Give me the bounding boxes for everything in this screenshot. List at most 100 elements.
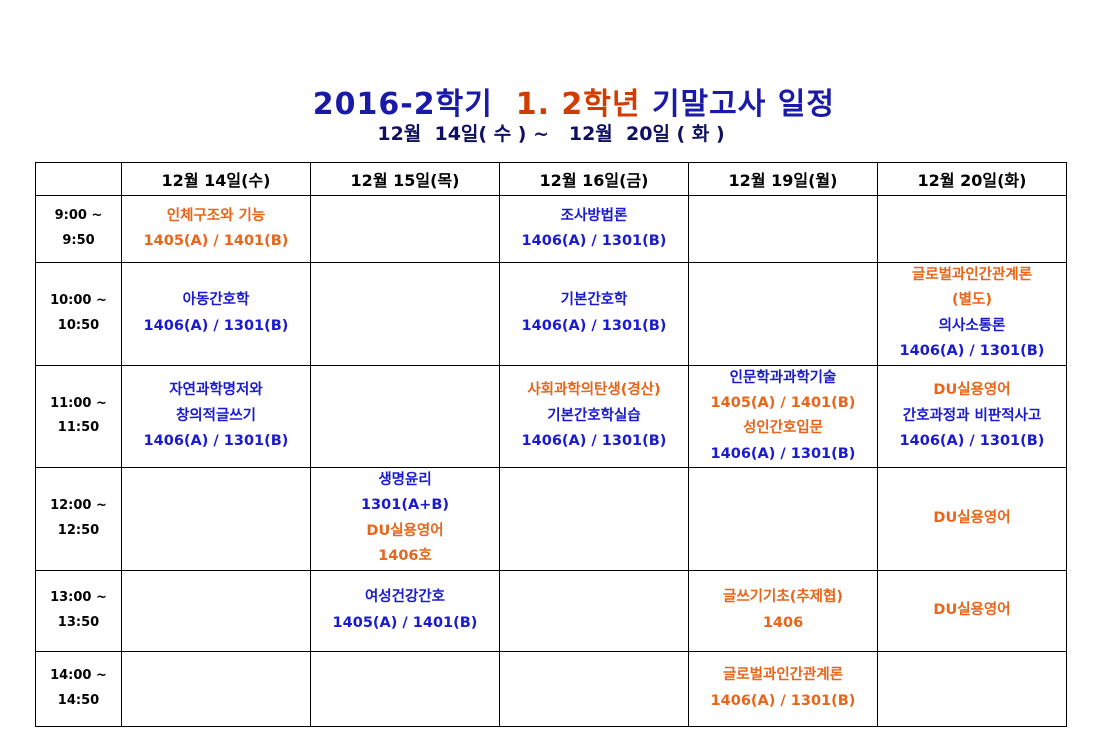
- schedule-cell: [877, 195, 1067, 263]
- schedule-cell-line: 1406(A) / 1301(B): [899, 432, 1045, 449]
- schedule-cell-line: 의사소통론: [938, 317, 1006, 334]
- schedule-cell: [499, 467, 689, 571]
- schedule-cell-line: 1406: [762, 614, 804, 631]
- table-row: 12:00 ~ 12:50 생명윤리 1301(A+B) DU실용영어 1406호 DU실용…: [35, 467, 1067, 571]
- schedule-cell: [310, 195, 500, 263]
- schedule-cell-line: 1406(A) / 1301(B): [143, 317, 289, 334]
- schedule-cell-line: 1406(A) / 1301(B): [710, 445, 856, 462]
- time-slot-label: 14:00 ~ 14:50: [35, 650, 122, 727]
- schedule-cell-line: 간호과정과 비판적사고: [902, 407, 1042, 424]
- schedule-cell: [121, 467, 311, 571]
- schedule-cell: 인체구조와 기능 1405(A) / 1401(B): [121, 195, 311, 263]
- table-row: 14:00 ~ 14:50 글로벌과인간관계론 1406(A) / 1301(B): [35, 650, 1067, 727]
- time-line: 10:00 ~: [50, 293, 107, 309]
- schedule-cell: [310, 364, 500, 468]
- schedule-cell: 기본간호학 1406(A) / 1301(B): [499, 262, 689, 366]
- day-header-2: 12월 16일(금): [499, 162, 689, 196]
- page-title: 2016-2학기 1. 2학년 기말고사 일정: [0, 44, 1102, 158]
- time-slot-label: 10:00 ~ 10:50: [35, 262, 122, 366]
- schedule-cell: 생명윤리 1301(A+B) DU실용영어 1406호: [310, 467, 500, 571]
- corner-header: [35, 162, 122, 196]
- schedule-cell-line: 글로벌과인간관계론: [911, 267, 1033, 283]
- schedule-cell-line: 창의적글쓰기: [175, 407, 257, 424]
- time-slot-label: 13:00 ~ 13:50: [35, 569, 122, 652]
- schedule-cell: [877, 650, 1067, 727]
- table-body: 9:00 ~ 9:50 인체구조와 기능 1405(A) / 1401(B) 조사방법론…: [35, 195, 1067, 727]
- schedule-cell-line: 기본간호학실습: [547, 407, 641, 424]
- schedule-cell-line: 여성건강간호: [364, 589, 446, 606]
- schedule-cell-line: 인체구조와 기능: [166, 207, 266, 224]
- time-slot-label: 9:00 ~ 9:50: [35, 195, 122, 263]
- schedule-cell-line: 자연과학명저와: [169, 382, 263, 399]
- schedule-cell: 글로벌과인간관계론 (별도) 의사소통론 1406(A) / 1301(B): [877, 262, 1067, 366]
- schedule-cell: [121, 650, 311, 727]
- schedule-cell-line: 1406(A) / 1301(B): [521, 317, 667, 334]
- schedule-cell: [688, 467, 878, 571]
- schedule-cell: [688, 195, 878, 263]
- day-header-0: 12월 14일(수): [121, 162, 311, 196]
- day-header-3: 12월 19일(월): [688, 162, 878, 196]
- date-range-subtitle: 12월 14일( 수 ) ~ 12월 20일 ( 화 ): [377, 123, 725, 145]
- schedule-cell-line: 1406(A) / 1301(B): [899, 343, 1045, 360]
- schedule-cell-line: 아동간호학: [182, 292, 250, 309]
- schedule-cell-line: 1405(A) / 1401(B): [332, 614, 478, 631]
- schedule-cell-line: 1406(A) / 1301(B): [521, 432, 667, 449]
- schedule-cell-line: 1406호: [378, 548, 432, 565]
- schedule-cell: [688, 262, 878, 366]
- schedule-cell: [310, 262, 500, 366]
- page-title-accent: 1. 2학년: [515, 87, 641, 122]
- time-line: 14:50: [57, 692, 100, 708]
- schedule-cell-line: 1406(A) / 1301(B): [710, 692, 856, 709]
- time-slot-label: 12:00 ~ 12:50: [35, 467, 122, 571]
- schedule-cell: DU실용영어: [877, 467, 1067, 571]
- schedule-cell-line: 1406(A) / 1301(B): [143, 432, 289, 449]
- schedule-cell-line: 기본간호학: [560, 292, 628, 309]
- time-line: 9:50: [62, 233, 95, 248]
- day-header-1: 12월 15일(목): [310, 162, 500, 196]
- time-line: 13:50: [57, 614, 100, 630]
- time-line: 11:00 ~: [50, 395, 107, 411]
- time-line: 9:00 ~: [54, 208, 103, 224]
- day-header-4: 12월 20일(화): [877, 162, 1067, 196]
- time-line: 11:50: [57, 420, 100, 436]
- schedule-cell: 사회과학의탄생(경산) 기본간호학실습 1406(A) / 1301(B): [499, 364, 689, 468]
- schedule-cell: DU실용영어: [877, 569, 1067, 652]
- table-row: 13:00 ~ 13:50 여성건강간호 1405(A) / 1401(B) 글쓰기기초…: [35, 569, 1067, 652]
- schedule-cell: 아동간호학 1406(A) / 1301(B): [121, 262, 311, 366]
- schedule-cell-line: DU실용영어: [933, 382, 1011, 399]
- schedule-cell-line: 생명윤리: [378, 472, 432, 488]
- schedule-cell-line: 사회과학의탄생(경산): [527, 382, 661, 399]
- schedule-cell-line: 인문학과과학기술: [729, 369, 837, 386]
- time-line: 10:50: [57, 317, 100, 333]
- schedule-cell-line: 조사방법론: [560, 207, 628, 224]
- schedule-cell: 인문학과과학기술 1405(A) / 1401(B) 성인간호입문 1406(A) /…: [688, 364, 878, 468]
- page-title-prefix: 2016-2학기: [312, 87, 516, 122]
- schedule-cell-line: DU실용영어: [933, 510, 1011, 527]
- schedule-cell: [121, 569, 311, 652]
- schedule-cell: [310, 650, 500, 727]
- time-line: 13:00 ~: [50, 589, 107, 605]
- exam-schedule-table: 12월 14일(수) 12월 15일(목) 12월 16일(금) 12월 19일…: [35, 162, 1067, 727]
- schedule-cell-line: DU실용영어: [933, 601, 1011, 618]
- header-row: 12월 14일(수) 12월 15일(목) 12월 16일(금) 12월 19일…: [35, 162, 1067, 196]
- schedule-cell-line: 글쓰기기초(추제협): [723, 589, 843, 606]
- schedule-cell: 여성건강간호 1405(A) / 1401(B): [310, 569, 500, 652]
- schedule-cell-line: (별도): [952, 292, 992, 309]
- schedule-cell-line: 1405(A) / 1401(B): [143, 233, 289, 249]
- schedule-cell: [499, 569, 689, 652]
- table-row: 10:00 ~ 10:50 아동간호학 1406(A) / 1301(B) 기본간호학 1…: [35, 262, 1067, 366]
- schedule-cell-line: 성인간호입문: [742, 420, 824, 437]
- table-row: 9:00 ~ 9:50 인체구조와 기능 1405(A) / 1401(B) 조사방법론…: [35, 195, 1067, 263]
- schedule-cell: 글쓰기기초(추제협) 1406: [688, 569, 878, 652]
- schedule-cell-line: 1406(A) / 1301(B): [521, 233, 667, 249]
- schedule-cell: 조사방법론 1406(A) / 1301(B): [499, 195, 689, 263]
- schedule-cell-line: 글로벌과인간관계론: [722, 667, 844, 684]
- schedule-cell: 글로벌과인간관계론 1406(A) / 1301(B): [688, 650, 878, 727]
- time-line: 12:00 ~: [50, 498, 107, 514]
- schedule-cell-line: DU실용영어: [366, 522, 444, 539]
- page-title-suffix: 기말고사 일정: [640, 87, 835, 122]
